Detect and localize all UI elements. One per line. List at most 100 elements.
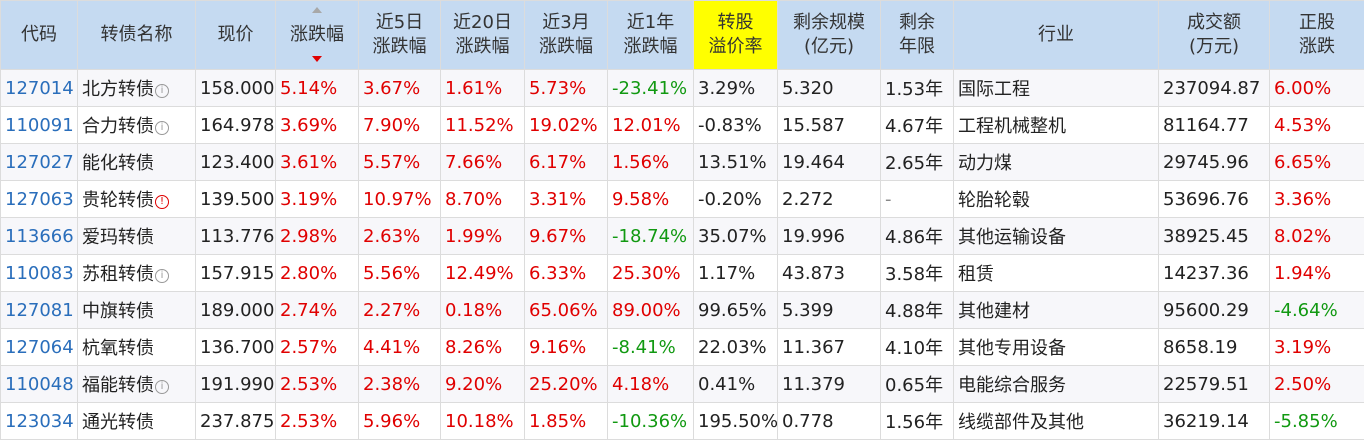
cell-chg-1y: 25.30%	[607, 254, 694, 292]
cell-value: 其他专用设备	[958, 338, 1066, 359]
cell-chg-20d: 10.18%	[440, 402, 525, 440]
col-header-code[interactable]: 代码	[0, 0, 78, 70]
cell-name[interactable]: 合力转债 i	[77, 106, 196, 144]
cell-code[interactable]: 127063	[0, 180, 78, 218]
table-row[interactable]: 127081 中旗转债 189.000 2.74% 2.27% 0.18% 65.06% 89…	[0, 291, 1364, 329]
cell-turnover: 237094.87	[1158, 69, 1270, 107]
table-header: 代码 转债名称 现价 涨跌幅 近5日 涨跌幅 近20日 涨跌幅 近3月 涨跌幅 近1年 涨跌幅 转股 溢价…	[0, 0, 1364, 70]
cell-turnover: 36219.14	[1158, 402, 1270, 440]
col-header-label: 年限	[899, 36, 935, 57]
cell-value: -4.64%	[1274, 299, 1338, 321]
cell-code[interactable]: 127064	[0, 328, 78, 366]
cell-chg-20d: 1.99%	[440, 217, 525, 255]
cell-value: 4.18%	[612, 373, 670, 395]
cell-value: -5.85%	[1274, 410, 1338, 432]
cell-code[interactable]: 127081	[0, 291, 78, 329]
table-row[interactable]: 127064 杭氧转债 136.700 2.57% 4.41% 8.26% 9.16% -8.…	[0, 328, 1364, 366]
sort-asc-icon[interactable]	[312, 7, 322, 13]
cell-remaining-scale: 15.587	[777, 106, 881, 144]
cell-name[interactable]: 爱玛转债	[77, 217, 196, 255]
col-header-chg-3m[interactable]: 近3月 涨跌幅	[524, 0, 608, 70]
cell-value: 中旗转债	[82, 301, 154, 322]
cell-value: 3.36%	[1274, 188, 1332, 210]
info-icon[interactable]: i	[155, 84, 169, 98]
info-icon[interactable]: i	[155, 121, 169, 135]
cell-remaining-years: 4.88年	[880, 291, 954, 329]
cell-value: 2.57%	[280, 336, 338, 358]
cell-value: 110048	[5, 373, 74, 395]
cell-value: 线缆部件及其他	[958, 412, 1084, 433]
col-header-label: 涨跌幅	[455, 36, 510, 57]
cell-value: 3.61%	[280, 151, 338, 173]
table-row[interactable]: 127014 北方转债 i 158.000 5.14% 3.67% 1.61% 5.73% -2…	[0, 69, 1364, 107]
cell-industry: 工程机械整机	[953, 106, 1159, 144]
col-header-price[interactable]: 现价	[195, 0, 276, 70]
cell-premium: 1.17%	[693, 254, 778, 292]
cell-code[interactable]: 127014	[0, 69, 78, 107]
cell-name[interactable]: 北方转债 i	[77, 69, 196, 107]
cell-code[interactable]: 127027	[0, 143, 78, 181]
col-header-change[interactable]: 涨跌幅	[275, 0, 359, 70]
warning-icon[interactable]: !	[155, 195, 169, 209]
cell-change: 2.53%	[275, 365, 359, 403]
col-header-label: 剩余	[899, 12, 935, 33]
cell-chg-5d: 5.96%	[358, 402, 441, 440]
info-icon[interactable]: i	[155, 380, 169, 394]
table-row[interactable]: 113666 爱玛转债 113.776 2.98% 2.63% 1.99% 9.67% -18…	[0, 217, 1364, 255]
cell-value: 9.67%	[529, 225, 587, 247]
table-row[interactable]: 110091 合力转债 i 164.978 3.69% 7.90% 11.52% 19.02%…	[0, 106, 1364, 144]
cell-name[interactable]: 苏租转债 i	[77, 254, 196, 292]
col-header-chg-20d[interactable]: 近20日 涨跌幅	[440, 0, 525, 70]
col-header-premium[interactable]: 转股 溢价率	[693, 0, 778, 70]
cell-name[interactable]: 贵轮转债!	[77, 180, 196, 218]
cell-name[interactable]: 中旗转债	[77, 291, 196, 329]
col-header-label: 行业	[1038, 24, 1074, 45]
cell-value: 12.49%	[445, 262, 514, 284]
table-row[interactable]: 110083 苏租转债 i 157.915 2.80% 5.56% 12.49% 6.33% 2…	[0, 254, 1364, 292]
cell-value: 爱玛转债	[82, 227, 154, 248]
info-icon[interactable]: i	[155, 269, 169, 283]
cell-change: 3.19%	[275, 180, 359, 218]
col-header-chg-1y[interactable]: 近1年 涨跌幅	[607, 0, 694, 70]
table-row[interactable]: 127063 贵轮转债! 139.500 3.19% 10.97% 8.70% 3.31% 9…	[0, 180, 1364, 218]
cell-value: 1.61%	[445, 77, 503, 99]
cell-value: 2.53%	[280, 410, 338, 432]
table-body: 127014 北方转债 i 158.000 5.14% 3.67% 1.61% 5.73% -2…	[0, 69, 1364, 440]
cell-code[interactable]: 110091	[0, 106, 78, 144]
cell-chg-1y: -23.41%	[607, 69, 694, 107]
table-row[interactable]: 123034 通光转债 237.875 2.53% 5.96% 10.18% 1.85% -1…	[0, 402, 1364, 440]
cell-change: 3.61%	[275, 143, 359, 181]
col-header-label: (亿元)	[803, 36, 855, 57]
cell-price: 237.875	[195, 402, 276, 440]
table-row[interactable]: 127027 能化转债 123.400 3.61% 5.57% 7.66% 6.17% 1.5…	[0, 143, 1364, 181]
cell-value: 95600.29	[1163, 299, 1249, 321]
col-header-stock-change[interactable]: 正股 涨跌	[1269, 0, 1364, 70]
cell-value: 其他运输设备	[958, 227, 1066, 248]
col-header-industry[interactable]: 行业	[953, 0, 1159, 70]
cell-code[interactable]: 113666	[0, 217, 78, 255]
cell-industry: 轮胎轮毂	[953, 180, 1159, 218]
cell-name[interactable]: 通光转债	[77, 402, 196, 440]
cell-value: 136.700	[200, 336, 275, 358]
col-header-turnover[interactable]: 成交额 (万元)	[1158, 0, 1270, 70]
cell-value: 0.778	[782, 410, 834, 432]
cell-value: 189.000	[200, 299, 275, 321]
sort-desc-icon[interactable]	[312, 56, 322, 62]
cell-code[interactable]: 123034	[0, 402, 78, 440]
cell-remaining-years: 1.53年	[880, 69, 954, 107]
cell-value: 2.98%	[280, 225, 338, 247]
cell-name[interactable]: 能化转债	[77, 143, 196, 181]
cell-name[interactable]: 福能转债 i	[77, 365, 196, 403]
table-row[interactable]: 110048 福能转债 i 191.990 2.53% 2.38% 9.20% 25.20% 4…	[0, 365, 1364, 403]
cell-code[interactable]: 110048	[0, 365, 78, 403]
col-header-remaining-years[interactable]: 剩余 年限	[880, 0, 954, 70]
col-header-name[interactable]: 转债名称	[77, 0, 196, 70]
cell-chg-3m: 65.06%	[524, 291, 608, 329]
cell-chg-20d: 9.20%	[440, 365, 525, 403]
cell-code[interactable]: 110083	[0, 254, 78, 292]
col-header-label: 近1年	[626, 12, 675, 33]
col-header-remaining-scale[interactable]: 剩余规模 (亿元)	[777, 0, 881, 70]
cell-value: 12.01%	[612, 114, 681, 136]
col-header-chg-5d[interactable]: 近5日 涨跌幅	[358, 0, 441, 70]
cell-name[interactable]: 杭氧转债	[77, 328, 196, 366]
